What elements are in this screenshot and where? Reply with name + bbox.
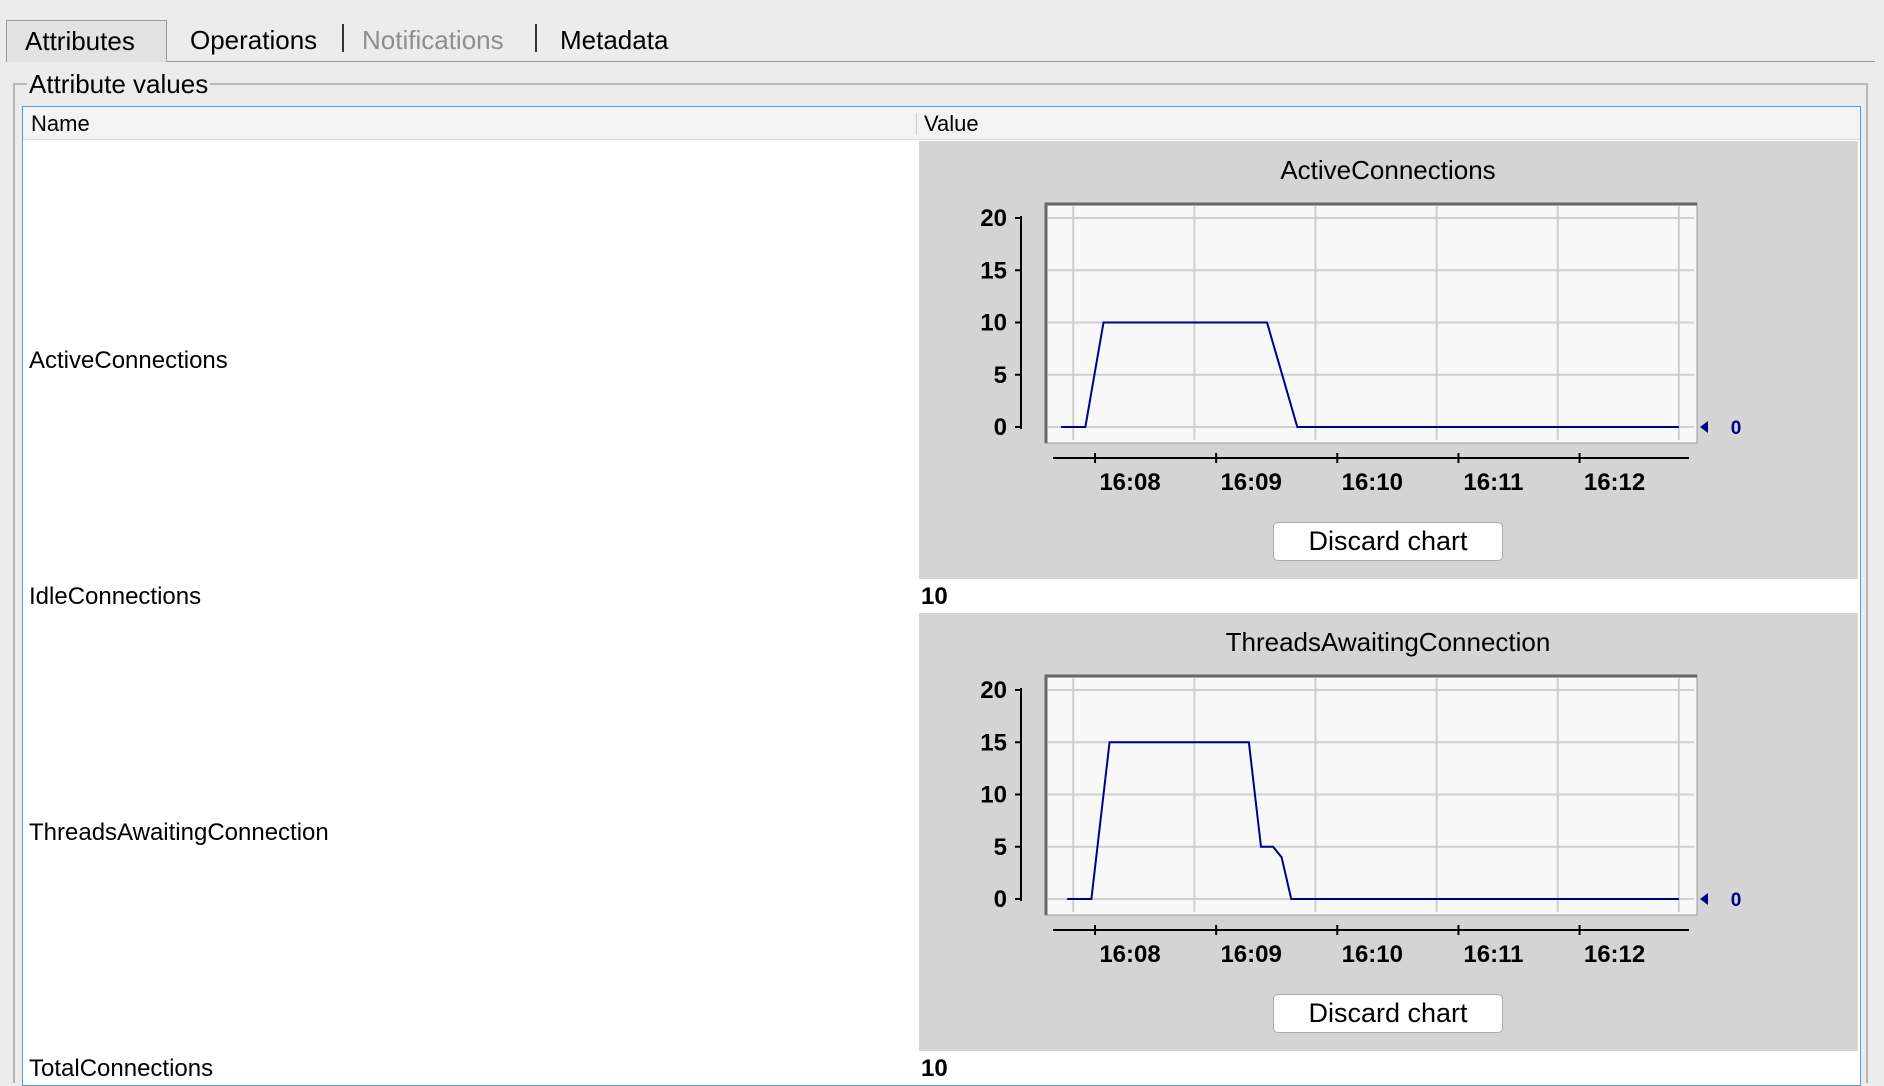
x-tick-label: 16:08 <box>1099 941 1160 968</box>
x-tick-label: 16:10 <box>1342 941 1403 968</box>
attribute-name: TotalConnections <box>29 1055 214 1082</box>
attribute-name: IdleConnections <box>29 583 202 610</box>
x-tick-label: 16:11 <box>1463 469 1523 496</box>
attribute-table[interactable]: Name Value ActiveConnections ActiveConne… <box>22 106 1861 1086</box>
column-divider[interactable] <box>916 113 917 135</box>
table-header: Name Value <box>23 107 1860 140</box>
tab-separator <box>535 24 537 52</box>
x-tick-label: 16:12 <box>1584 469 1645 496</box>
attribute-value: 10 <box>921 1055 948 1082</box>
line-chart: ActiveConnections 0 5 10 15 20 16:08 16:09 16:10… <box>980 155 1742 496</box>
y-tick-label: 15 <box>980 257 1007 284</box>
y-tick-label: 20 <box>980 205 1007 232</box>
x-tick-label: 16:12 <box>1584 941 1645 968</box>
line-chart: ThreadsAwaitingConnection 0 5 10 15 20 16:08 16… <box>980 627 1742 968</box>
attribute-name: ThreadsAwaitingConnection <box>29 819 329 846</box>
tab-metadata[interactable]: Metadata <box>560 25 669 55</box>
y-tick-label: 5 <box>994 362 1007 389</box>
x-tick-label: 16:10 <box>1342 469 1403 496</box>
column-header-value[interactable]: Value <box>924 111 979 136</box>
y-tick-label: 0 <box>994 414 1007 441</box>
tab-bar: Attributes Operations Notifications Meta… <box>6 16 1875 62</box>
y-tick-label: 10 <box>980 782 1007 809</box>
chart-title: ActiveConnections <box>1280 155 1495 185</box>
attribute-name: ActiveConnections <box>29 347 228 374</box>
group-title: Attribute values <box>27 68 211 100</box>
y-tick-label: 15 <box>980 729 1007 756</box>
attribute-values-group <box>13 83 1868 1083</box>
series-line <box>1067 741 1679 900</box>
chart-panel: ThreadsAwaitingConnection 0 5 10 15 20 16:08 16… <box>919 613 1858 1051</box>
tab-operations[interactable]: Operations <box>190 25 318 55</box>
column-header-name[interactable]: Name <box>31 111 90 136</box>
discard-chart-button[interactable]: Discard chart <box>1273 522 1503 561</box>
x-tick-label: 16:09 <box>1220 941 1281 968</box>
current-value-marker <box>1700 421 1708 433</box>
x-tick-label: 16:08 <box>1099 469 1160 496</box>
series-line <box>1061 321 1679 428</box>
tab-notifications: Notifications <box>362 25 504 55</box>
current-value-label: 0 <box>1731 890 1742 911</box>
y-tick-label: 10 <box>980 310 1007 337</box>
current-value-label: 0 <box>1731 418 1742 439</box>
y-tick-label: 5 <box>994 834 1007 861</box>
x-tick-label: 16:11 <box>1463 941 1523 968</box>
y-tick-label: 20 <box>980 677 1007 704</box>
chart-panel: ActiveConnections 0 5 10 15 20 16:08 16:09 16:10… <box>919 141 1858 579</box>
attribute-value: 10 <box>921 583 948 610</box>
y-tick-label: 0 <box>994 886 1007 913</box>
tab-separator <box>342 24 344 52</box>
x-tick-label: 16:09 <box>1220 469 1281 496</box>
tab-attributes[interactable]: Attributes <box>6 20 167 62</box>
current-value-marker <box>1700 893 1708 905</box>
discard-chart-button[interactable]: Discard chart <box>1273 994 1503 1033</box>
chart-title: ThreadsAwaitingConnection <box>1226 627 1551 657</box>
